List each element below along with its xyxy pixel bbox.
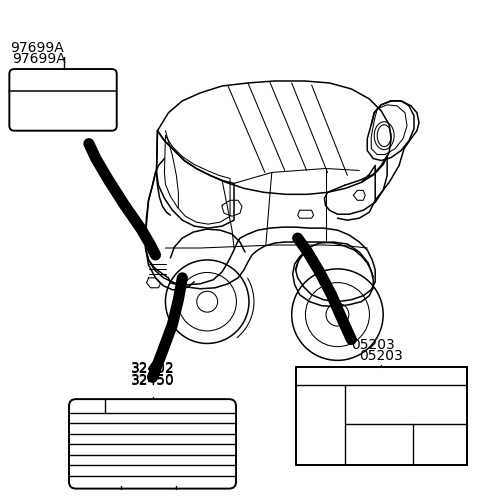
Text: 32402: 32402 bbox=[131, 361, 174, 375]
Text: 97699A: 97699A bbox=[12, 52, 66, 66]
Text: 97699A: 97699A bbox=[11, 41, 64, 55]
Text: 32402: 32402 bbox=[131, 362, 174, 376]
Text: 32450: 32450 bbox=[131, 373, 174, 387]
Text: 32450: 32450 bbox=[131, 374, 174, 388]
Text: 05203: 05203 bbox=[351, 338, 395, 352]
Text: 05203: 05203 bbox=[360, 349, 403, 363]
Bar bbox=[296, 367, 467, 465]
